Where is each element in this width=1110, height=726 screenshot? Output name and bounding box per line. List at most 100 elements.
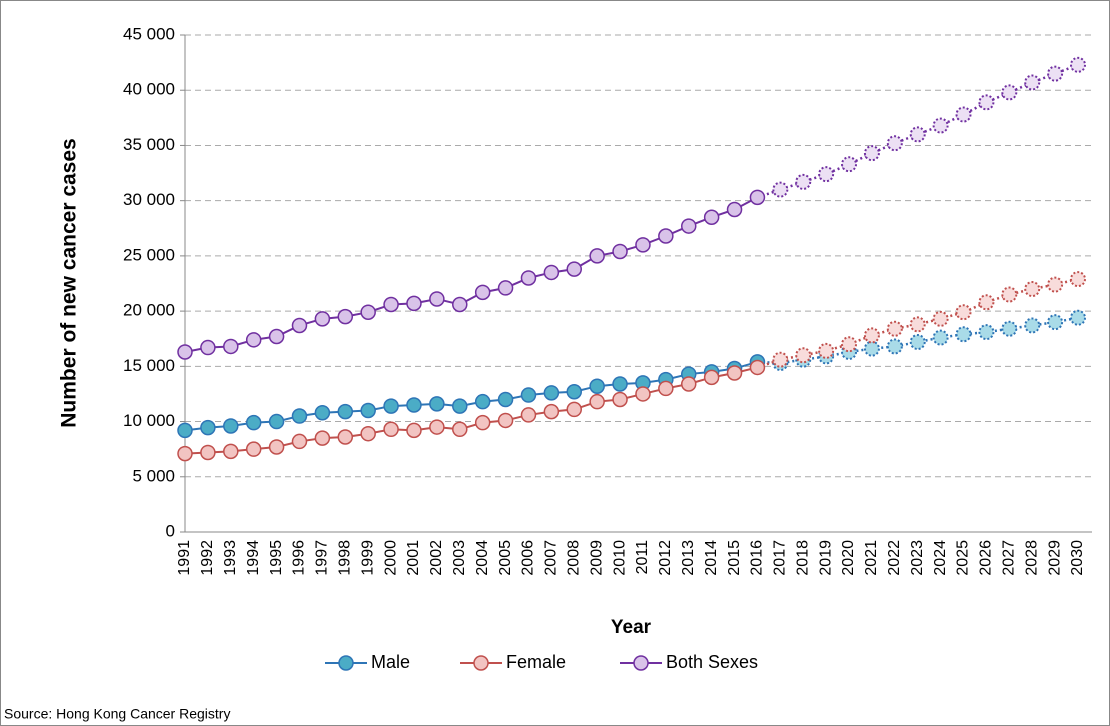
- marker: [589, 248, 605, 264]
- x-tick-label: 2005: [497, 540, 514, 576]
- x-tick-label: 2006: [520, 540, 537, 576]
- projected-marker: [1001, 84, 1018, 101]
- x-tick-label: 2011: [634, 540, 651, 575]
- marker: [383, 398, 399, 414]
- projected-marker: [886, 135, 903, 152]
- x-tick-label: 2021: [863, 540, 880, 576]
- marker: [314, 311, 331, 327]
- marker: [726, 365, 743, 381]
- marker: [543, 385, 560, 401]
- projected-marker: [772, 181, 789, 198]
- y-tick-label: 15 000: [123, 356, 175, 375]
- x-tick-label: 2014: [703, 540, 720, 576]
- x-tick-label: 2027: [1001, 540, 1018, 576]
- marker: [429, 396, 445, 412]
- y-tick-label: 40 000: [123, 80, 175, 99]
- marker: [245, 441, 262, 457]
- projected-marker: [1024, 74, 1041, 91]
- y-tick-label: 20 000: [123, 301, 175, 320]
- marker: [749, 359, 766, 376]
- x-tick-label: 1991: [176, 540, 193, 576]
- marker: [200, 419, 216, 436]
- marker: [268, 439, 285, 455]
- legend-label: Female: [506, 652, 566, 672]
- projected-marker: [955, 326, 972, 343]
- source-note: Source: Hong Kong Cancer Registry: [4, 706, 230, 722]
- projected-marker: [795, 347, 812, 364]
- x-tick-label: 1999: [359, 540, 376, 576]
- marker: [314, 404, 331, 421]
- marker: [703, 369, 720, 386]
- x-tick-label: 2020: [840, 540, 857, 576]
- projected-marker: [1047, 314, 1064, 331]
- marker: [474, 284, 491, 301]
- x-tick-label: 2025: [955, 540, 972, 576]
- marker: [337, 403, 354, 420]
- marker: [223, 418, 239, 434]
- y-axis-title: Number of new cancer cases: [58, 138, 81, 427]
- projected-marker: [978, 294, 995, 311]
- marker: [589, 393, 605, 410]
- x-tick-label: 2024: [932, 540, 949, 576]
- x-tick-label: 1992: [199, 540, 216, 576]
- x-tick-label: 2004: [474, 540, 491, 576]
- projected-marker: [841, 156, 858, 173]
- projected-marker: [1070, 271, 1086, 288]
- marker: [360, 425, 376, 442]
- marker: [566, 401, 583, 418]
- x-tick-label: 2026: [978, 540, 995, 576]
- projected-marker: [1070, 56, 1086, 73]
- x-tick-label: 2000: [382, 540, 399, 576]
- x-tick-label: 2008: [565, 540, 582, 576]
- marker: [658, 380, 674, 397]
- projected-marker: [818, 342, 835, 359]
- marker: [314, 430, 331, 446]
- y-tick-label: 10 000: [123, 411, 175, 430]
- marker: [658, 228, 674, 244]
- projected-marker: [1024, 317, 1041, 334]
- marker: [749, 189, 766, 206]
- projected-marker: [863, 327, 880, 344]
- y-tick-label: 35 000: [123, 135, 175, 154]
- projected-marker: [886, 320, 903, 337]
- marker: [543, 264, 560, 281]
- legend-marker: [338, 655, 354, 671]
- marker: [452, 296, 468, 313]
- marker: [497, 412, 514, 429]
- projected-marker: [1024, 281, 1041, 298]
- marker: [589, 378, 605, 394]
- marker: [680, 218, 697, 234]
- projected-marker: [932, 117, 949, 134]
- x-tick-label: 2018: [794, 540, 811, 576]
- projected-marker: [863, 145, 880, 162]
- marker: [177, 445, 193, 462]
- marker: [291, 433, 308, 450]
- projected-marker: [978, 94, 995, 111]
- projected-marker: [932, 329, 949, 346]
- marker: [566, 383, 583, 400]
- marker: [452, 421, 468, 438]
- marker: [337, 429, 354, 445]
- projected-marker: [841, 336, 858, 353]
- projected-marker: [863, 340, 880, 357]
- marker: [520, 387, 537, 403]
- marker: [245, 332, 262, 348]
- y-tick-label: 30 000: [123, 190, 175, 209]
- projected-marker: [795, 173, 812, 190]
- marker: [200, 339, 216, 356]
- marker: [268, 413, 285, 430]
- y-tick-label: 45 000: [123, 24, 175, 43]
- legend-label: Male: [371, 652, 410, 672]
- marker: [474, 414, 491, 431]
- marker: [635, 237, 651, 253]
- marker: [566, 261, 583, 277]
- marker: [543, 403, 560, 420]
- marker: [726, 201, 743, 218]
- marker: [429, 291, 445, 307]
- x-tick-label: 2007: [543, 540, 560, 576]
- y-tick-label: 25 000: [123, 245, 175, 264]
- projected-marker: [1001, 286, 1018, 303]
- projected-marker: [932, 310, 949, 327]
- x-tick-label: 2013: [680, 540, 697, 576]
